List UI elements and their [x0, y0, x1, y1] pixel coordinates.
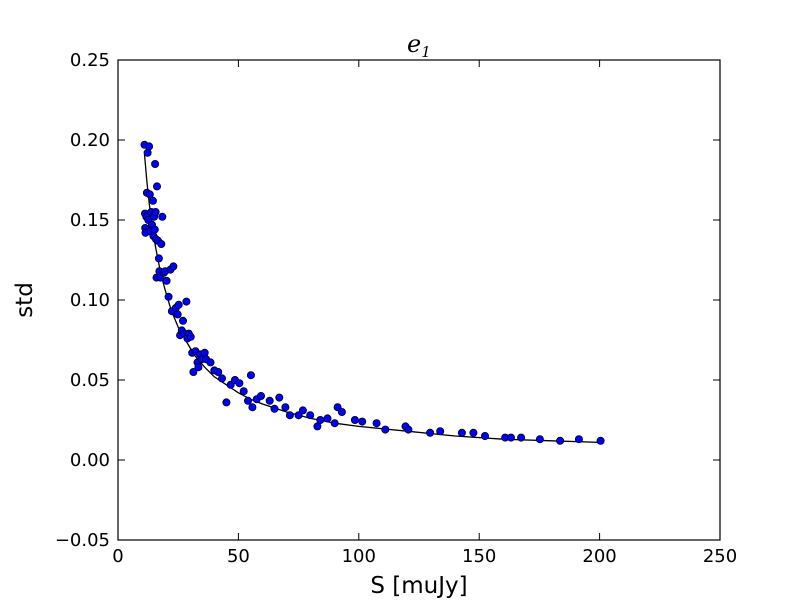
data-point	[162, 276, 171, 285]
data-point	[173, 310, 182, 319]
data-point	[182, 297, 191, 306]
data-point	[256, 391, 265, 400]
data-point	[248, 403, 257, 412]
data-point	[145, 142, 154, 151]
data-point	[169, 262, 178, 271]
data-point	[506, 433, 515, 442]
data-point	[517, 433, 526, 442]
y-tick-label: 0.05	[70, 370, 110, 391]
data-point	[281, 403, 290, 412]
data-point	[200, 348, 209, 357]
data-point	[337, 407, 346, 416]
data-point	[381, 425, 390, 434]
y-tick-label: 0.15	[70, 210, 110, 231]
data-point	[313, 422, 322, 431]
data-point	[145, 190, 154, 199]
data-point	[151, 159, 160, 168]
data-point	[457, 428, 466, 437]
data-point	[217, 374, 226, 383]
data-point	[246, 371, 255, 380]
data-point	[235, 379, 244, 388]
data-point	[151, 207, 160, 216]
data-point	[323, 414, 332, 423]
data-point	[154, 254, 163, 263]
y-axis-label: std	[12, 282, 38, 318]
data-point	[189, 367, 198, 376]
data-point	[152, 182, 161, 191]
fit-curve	[143, 154, 600, 444]
y-tick-label: 0.20	[70, 130, 110, 151]
data-point	[372, 419, 381, 428]
data-point	[214, 367, 223, 376]
data-point	[596, 436, 605, 445]
y-tick-label: 0.00	[70, 450, 110, 471]
data-point	[164, 292, 173, 301]
data-point	[157, 239, 166, 248]
points-layer	[140, 140, 605, 445]
data-point	[206, 358, 215, 367]
x-tick-label: 100	[342, 546, 376, 567]
ticks-layer: 0 50 100 150 200 250 −0.05 0.00 0.05 0.10 0.15 0.20…	[55, 50, 737, 567]
data-point	[194, 363, 203, 372]
data-point	[265, 396, 274, 405]
data-point	[178, 316, 187, 325]
data-point	[239, 387, 248, 396]
data-point	[148, 196, 157, 205]
data-point	[574, 435, 583, 444]
data-point	[426, 428, 435, 437]
data-point	[350, 415, 359, 424]
data-point	[275, 393, 284, 402]
x-axis-label: S [muJy]	[370, 573, 467, 599]
data-point	[436, 427, 445, 436]
x-tick-label: 250	[703, 546, 737, 567]
data-point	[330, 419, 339, 428]
x-tick-label: 150	[462, 546, 496, 567]
y-tick-label: 0.10	[70, 290, 110, 311]
data-point	[143, 148, 152, 157]
data-point	[174, 300, 183, 309]
data-point	[535, 435, 544, 444]
y-tick-label: 0.25	[70, 50, 110, 71]
data-point	[243, 396, 252, 405]
data-point	[158, 212, 167, 221]
data-point	[556, 436, 565, 445]
data-point	[316, 415, 325, 424]
fit-layer	[143, 154, 600, 444]
data-point	[150, 225, 159, 234]
data-point	[222, 398, 231, 407]
data-point	[186, 332, 195, 341]
chart-title: e1	[407, 30, 431, 61]
data-point	[306, 411, 315, 420]
data-point	[270, 404, 279, 413]
data-point	[285, 411, 294, 420]
x-tick-label: 200	[582, 546, 616, 567]
data-point	[298, 406, 307, 415]
data-point	[358, 417, 367, 426]
y-tick-label: −0.05	[55, 530, 110, 551]
x-tick-label: 50	[227, 546, 250, 567]
data-point	[469, 428, 478, 437]
x-tick-label: 0	[112, 546, 123, 567]
data-point	[480, 431, 489, 440]
data-point	[404, 425, 413, 434]
plot-area	[118, 60, 720, 540]
